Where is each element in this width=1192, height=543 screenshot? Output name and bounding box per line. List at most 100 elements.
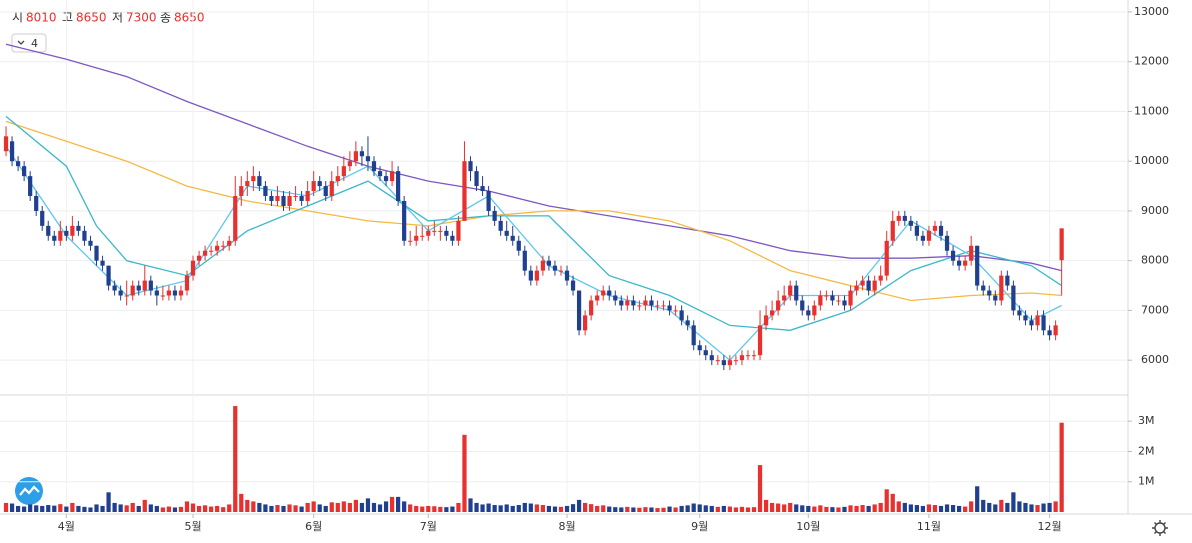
volume-bar bbox=[655, 508, 660, 512]
volume-bar bbox=[317, 504, 322, 512]
moving-average-line bbox=[5, 43, 1062, 272]
candle-body bbox=[142, 280, 147, 291]
volume-bar bbox=[40, 505, 45, 512]
candle-body bbox=[371, 161, 377, 172]
close-value: 8650 bbox=[174, 11, 205, 25]
volume-bar bbox=[613, 507, 618, 512]
volume-bar bbox=[999, 499, 1004, 512]
candle-body bbox=[474, 171, 479, 187]
candle-body bbox=[685, 320, 690, 326]
candle-body bbox=[184, 275, 190, 291]
volume-bar bbox=[347, 502, 352, 512]
volume-bar bbox=[359, 502, 365, 512]
candle-body bbox=[757, 325, 763, 356]
volume-bar bbox=[576, 499, 582, 512]
volume-bar bbox=[172, 507, 178, 512]
candle-body bbox=[76, 225, 81, 231]
volume-bar bbox=[516, 505, 521, 512]
candle-body bbox=[1005, 275, 1010, 286]
volume-bar bbox=[76, 505, 81, 512]
settings[interactable] bbox=[1152, 520, 1168, 536]
candle-body bbox=[872, 280, 877, 291]
candle-body bbox=[221, 245, 226, 247]
candle-body bbox=[347, 161, 352, 167]
volume-bar bbox=[969, 501, 974, 512]
volume-bar bbox=[987, 502, 992, 512]
candle-body bbox=[329, 181, 334, 197]
candle-body bbox=[540, 260, 545, 271]
volume-bar bbox=[263, 504, 268, 512]
volume-bar bbox=[130, 502, 135, 512]
ma-toggle[interactable]: 4 bbox=[11, 33, 47, 53]
candle-body bbox=[613, 295, 618, 301]
volume-bar bbox=[697, 504, 702, 512]
candle-body bbox=[299, 196, 304, 201]
candle-body bbox=[281, 196, 286, 206]
volume-bar bbox=[589, 504, 594, 512]
candle-body bbox=[800, 300, 805, 311]
volume-bar bbox=[848, 505, 853, 512]
volume-bar bbox=[776, 503, 781, 512]
candle-body bbox=[365, 156, 371, 162]
volume-bar bbox=[239, 493, 244, 512]
volume-bar bbox=[546, 505, 552, 512]
candle-body bbox=[643, 300, 648, 306]
volume-bar bbox=[468, 498, 473, 512]
volume-bar bbox=[178, 506, 184, 512]
logo bbox=[15, 477, 43, 505]
candle-body bbox=[432, 230, 437, 232]
candle-body bbox=[516, 240, 521, 251]
ma-toggle-box[interactable] bbox=[11, 33, 47, 53]
volume-bar bbox=[184, 501, 190, 512]
low-value: 7300 bbox=[126, 11, 157, 25]
close-label: 종 bbox=[160, 11, 171, 25]
candle-body bbox=[564, 270, 570, 281]
volume-bar bbox=[504, 504, 509, 512]
candle-body bbox=[794, 285, 799, 301]
candle-body bbox=[100, 260, 105, 266]
candle-body bbox=[196, 255, 202, 261]
candle-body bbox=[619, 300, 624, 306]
volume-bar bbox=[28, 504, 33, 512]
candle-body bbox=[673, 310, 678, 312]
candle-body bbox=[34, 196, 39, 211]
candle-body bbox=[275, 196, 280, 201]
volume-bar bbox=[311, 501, 316, 512]
volume-bar bbox=[769, 502, 775, 512]
low-label: 저 bbox=[112, 11, 123, 25]
volume-bar bbox=[94, 504, 99, 512]
candle-body bbox=[46, 225, 51, 236]
volume-bar bbox=[52, 505, 57, 512]
volume-bar bbox=[902, 502, 907, 512]
high-value: 8650 bbox=[76, 11, 107, 25]
candle-body bbox=[956, 260, 962, 266]
candle-body bbox=[263, 186, 268, 197]
volume-bar bbox=[842, 506, 847, 512]
candle-body bbox=[202, 250, 208, 256]
volume-bar bbox=[353, 499, 359, 512]
volume-bar bbox=[15, 505, 21, 512]
candle-body bbox=[40, 210, 45, 226]
candle-body bbox=[522, 250, 527, 271]
volume-bar bbox=[1059, 422, 1064, 512]
candle-body bbox=[414, 235, 419, 241]
volume-bar bbox=[22, 506, 27, 512]
candle-body bbox=[468, 161, 473, 172]
candle-body bbox=[269, 196, 274, 201]
volume-bar bbox=[202, 505, 208, 512]
volume-bar bbox=[9, 503, 15, 512]
volume-bar bbox=[830, 507, 835, 512]
high-label: 고 bbox=[62, 11, 73, 25]
volume-bar bbox=[408, 504, 413, 512]
volume-bar bbox=[269, 505, 274, 512]
volume-bar bbox=[70, 502, 75, 512]
candle-body bbox=[631, 300, 636, 306]
candle-body bbox=[456, 220, 461, 241]
candle-body bbox=[534, 270, 539, 281]
volume-bar bbox=[106, 492, 111, 512]
candle-body bbox=[607, 290, 612, 296]
volume-bar bbox=[763, 499, 769, 512]
candle-body bbox=[938, 225, 944, 236]
volume-bar bbox=[534, 504, 539, 512]
candle-body bbox=[709, 355, 714, 361]
